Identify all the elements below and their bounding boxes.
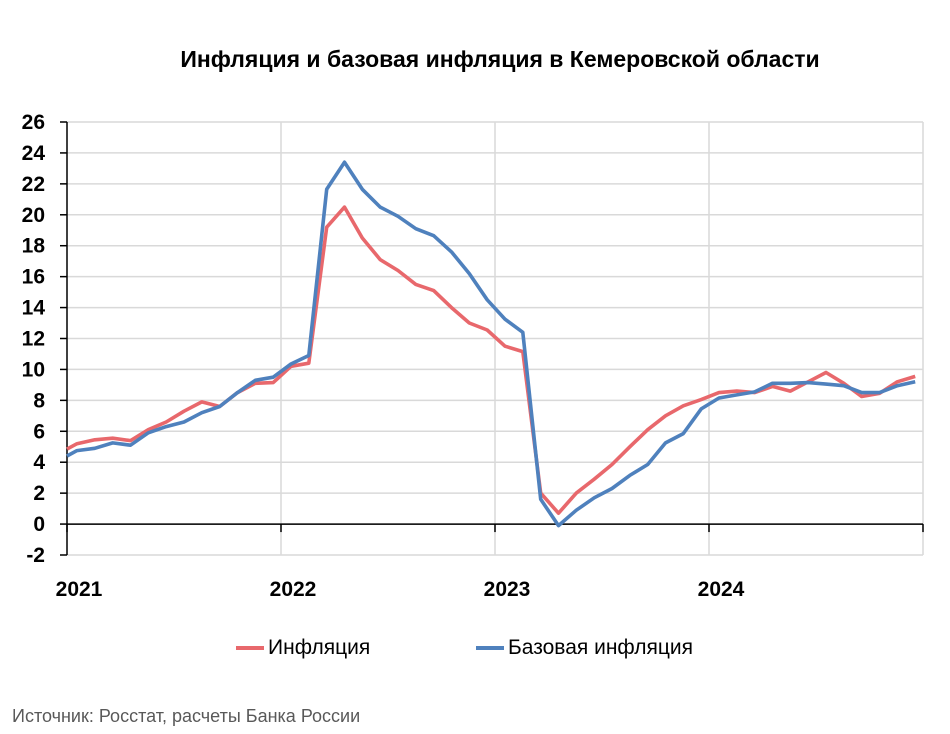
x-tick-label: 2021 — [56, 578, 103, 601]
x-tick-label: 2023 — [484, 578, 531, 601]
y-tick-label: 10 — [22, 358, 45, 381]
y-tick-label: 24 — [22, 142, 46, 165]
legend-label-inflation: Инфляция — [268, 636, 371, 659]
y-tick-label: -2 — [26, 544, 45, 567]
y-tick-label: 8 — [33, 389, 45, 412]
y-tick-label: 22 — [22, 173, 45, 196]
legend-label-core-inflation: Базовая инфляция — [508, 636, 694, 659]
x-tick-label: 2022 — [270, 578, 317, 601]
y-tick-label: 16 — [22, 266, 45, 289]
y-tick-label: 2 — [33, 482, 45, 505]
legend-swatch-inflation — [236, 646, 264, 650]
legend-item-core-inflation: Базовая инфляция — [476, 636, 693, 660]
y-tick-label: 20 — [22, 204, 45, 227]
legend-swatch-core-inflation — [476, 646, 504, 650]
source-note: Источник: Росстат, расчеты Банка России — [12, 706, 361, 726]
y-tick-label: 6 — [33, 420, 45, 443]
y-tick-label: 18 — [22, 235, 46, 258]
series-line-core-inflation — [66, 160, 916, 528]
y-tick-label: 0 — [33, 513, 45, 536]
y-tick-label: 4 — [33, 451, 45, 474]
legend-item-inflation: Инфляция — [236, 636, 370, 660]
y-tick-label: 12 — [22, 328, 45, 351]
chart-title: Инфляция и базовая инфляция в Кемеровско… — [180, 46, 820, 72]
series-line-inflation — [66, 205, 916, 516]
legend: Инфляция Базовая инфляция — [0, 636, 950, 662]
y-tick-label: 14 — [22, 297, 46, 320]
x-tick-label: 2024 — [698, 578, 745, 601]
y-tick-label: 26 — [22, 111, 45, 134]
